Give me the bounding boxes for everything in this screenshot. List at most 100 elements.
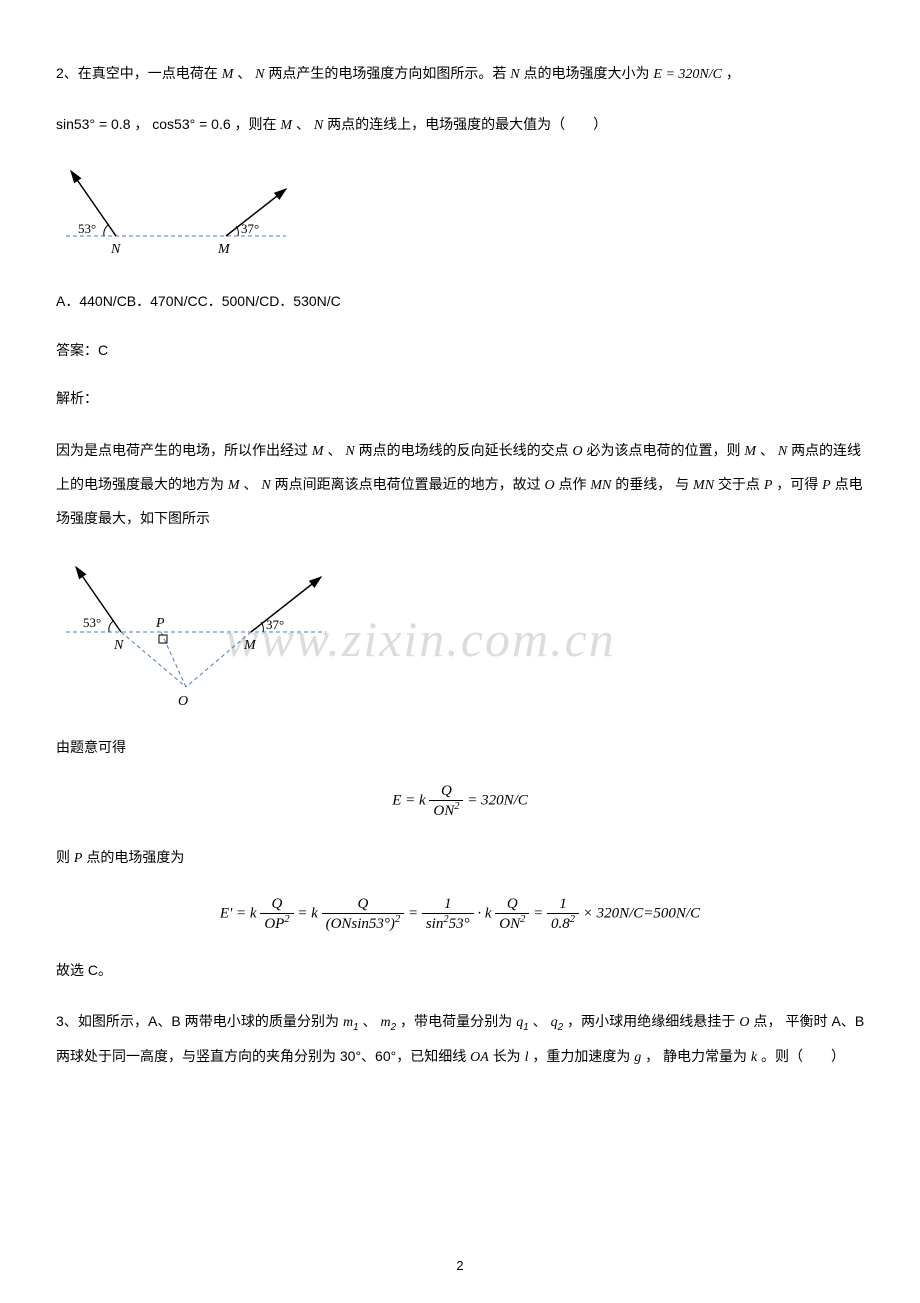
q2-t5: ， xyxy=(726,65,740,81)
ap1a: 因为是点电荷产生的电场，所以作出经过 xyxy=(56,442,308,458)
q2-t4: 点的电场强度大小为 xyxy=(524,65,650,81)
q3-k: k xyxy=(751,1050,757,1065)
q3-l2d: ， xyxy=(645,1048,659,1064)
ap2b: 、 xyxy=(243,476,257,492)
q3-t1: 3、如图所示，A、B 两带电小球的质量分别为 xyxy=(56,1013,339,1029)
formula-1: E = k Q ON2 = 320N/C xyxy=(56,782,864,820)
f1-den: ON xyxy=(433,803,454,819)
q3-t2: 、 xyxy=(363,1013,377,1029)
options-text: A．440N/CB．470N/CC．500N/CD．530N/C xyxy=(56,293,341,309)
ds1: 由题意可得 xyxy=(56,739,126,755)
svg-text:P: P xyxy=(155,616,165,631)
q3: 3、如图所示，A、B 两带电小球的质量分别为 m1 、 m2 ，带电荷量分别为 … xyxy=(56,1005,864,1074)
ap1c: 两点的电场线的反向延长线的交点 xyxy=(359,442,569,458)
f1-lhs: E = k xyxy=(392,793,425,809)
options-line: A．440N/CB．470N/CC．500N/CD．530N/C xyxy=(56,288,864,315)
q3-l: l xyxy=(525,1050,529,1065)
q3-O: O xyxy=(739,1015,749,1030)
ap-N3: N xyxy=(261,478,270,493)
derive-s1: 由题意可得 xyxy=(56,734,864,761)
ap1b: 、 xyxy=(327,442,341,458)
q3-s1: 1 xyxy=(353,1022,358,1033)
q3-l3b: 。则（ ） xyxy=(761,1048,845,1064)
q3-g: g xyxy=(634,1050,641,1065)
q2-N2: N xyxy=(510,67,519,82)
answer-line: 答案：C xyxy=(56,337,864,364)
ds2-P: P xyxy=(74,851,83,866)
q2-l2b: ， xyxy=(134,116,148,132)
ap2d: 点作 xyxy=(558,476,586,492)
svg-text:53°: 53° xyxy=(83,615,101,630)
analysis-p1: 因为是点电荷产生的电场，所以作出经过 M 、 N 两点的电场线的反向延长线的交点… xyxy=(56,434,864,535)
svg-text:37°: 37° xyxy=(241,221,259,236)
q2-t1: 2、在真空中，一点电荷在 xyxy=(56,65,218,81)
answer-label: 答案： xyxy=(56,342,98,358)
ap-N2: N xyxy=(778,444,787,459)
derive-s2: 则 P 点的电场强度为 xyxy=(56,844,864,873)
answer-value: C xyxy=(98,342,108,358)
analysis-label-text: 解析： xyxy=(56,390,98,406)
q2-l2f: 两点的连线上，电场强度的最大值为（ ） xyxy=(327,116,607,132)
q2-l2a: sin53° = 0.8 xyxy=(56,116,130,132)
ap2e: 的垂线， xyxy=(615,476,671,492)
q3-t4: 、 xyxy=(533,1013,547,1029)
svg-text:M: M xyxy=(217,242,231,257)
q3-m1: m xyxy=(343,1015,353,1030)
ap1e: 、 xyxy=(760,442,774,458)
q3-m2: m xyxy=(381,1015,391,1030)
svg-text:53°: 53° xyxy=(78,221,96,236)
q2-l2d: ，则在 xyxy=(235,116,277,132)
analysis-label: 解析： xyxy=(56,385,864,412)
q2-line1: 2、在真空中，一点电荷在 M 、 N 两点产生的电场强度方向如图所示。若 N 点… xyxy=(56,60,864,89)
ap-O2: O xyxy=(544,478,554,493)
q2-t2: 、 xyxy=(237,65,251,81)
ap1d: 必为该点电荷的位置，则 xyxy=(586,442,740,458)
q2-N: N xyxy=(255,67,264,82)
q3-s2: 2 xyxy=(391,1022,396,1033)
page-number: 2 xyxy=(0,1258,920,1273)
q3-t6: 点， xyxy=(753,1013,781,1029)
svg-text:N: N xyxy=(113,638,124,653)
q3-l3a: 静电力常量为 xyxy=(663,1048,747,1064)
ap-MN2: MN xyxy=(693,478,714,493)
q2-l2c: cos53° = 0.6 xyxy=(152,116,230,132)
svg-text:N: N xyxy=(110,242,121,257)
q3-sq1: 1 xyxy=(523,1022,528,1033)
q3-sq2: 2 xyxy=(558,1022,563,1033)
ap-M2: M xyxy=(744,444,756,459)
q3-OA: OA xyxy=(470,1050,489,1065)
ap2c: 两点间距离该点电荷位置最近的地方，故过 xyxy=(275,476,541,492)
q2-eq1: E = 320N/C xyxy=(653,67,722,82)
q3-t3: ，带电荷量分别为 xyxy=(400,1013,512,1029)
f1-num: Q xyxy=(429,782,463,801)
q3-l2c: ，重力加速度为 xyxy=(532,1048,630,1064)
q2-M: M xyxy=(222,67,234,82)
ap3b: 交于点 xyxy=(718,476,760,492)
f1-rhs: = 320N/C xyxy=(467,793,528,809)
ds2: 则 xyxy=(56,849,70,865)
ds2b: 点的电场强度为 xyxy=(86,849,184,865)
svg-text:M: M xyxy=(243,638,257,653)
ap-M1: M xyxy=(312,444,324,459)
svg-text:37°: 37° xyxy=(266,617,284,632)
ap-N1: N xyxy=(345,444,354,459)
ap3c: ，可得 xyxy=(776,476,818,492)
ap-MN1: MN xyxy=(590,478,611,493)
conclusion: 故选 C。 xyxy=(56,957,864,984)
q2-line2: sin53° = 0.8 ， cos53° = 0.6 ，则在 M 、 N 两点… xyxy=(56,111,864,140)
q3-l2b: 长为 xyxy=(493,1048,521,1064)
diagram-2: 53° N 37° M P O xyxy=(56,557,864,712)
q2-N3: N xyxy=(314,118,323,133)
q2-t3: 两点产生的电场强度方向如图所示。若 xyxy=(268,65,506,81)
ap-P2: P xyxy=(822,478,831,493)
diagram-1: 53° N 37° M xyxy=(56,161,864,266)
q3-q2: q xyxy=(551,1015,558,1030)
svg-text:O: O xyxy=(178,694,188,707)
page-content: 2、在真空中，一点电荷在 M 、 N 两点产生的电场强度方向如图所示。若 N 点… xyxy=(56,60,864,1074)
q2-M2: M xyxy=(280,118,292,133)
ap-M3: M xyxy=(228,478,240,493)
ap-P1: P xyxy=(764,478,773,493)
q3-t5: ，两小球用绝缘细线悬挂于 xyxy=(567,1013,735,1029)
ap-O1: O xyxy=(572,444,582,459)
formula-2: E' = k QOP2 = k Q(ONsin53°)2 = 1sin253° … xyxy=(56,895,864,933)
